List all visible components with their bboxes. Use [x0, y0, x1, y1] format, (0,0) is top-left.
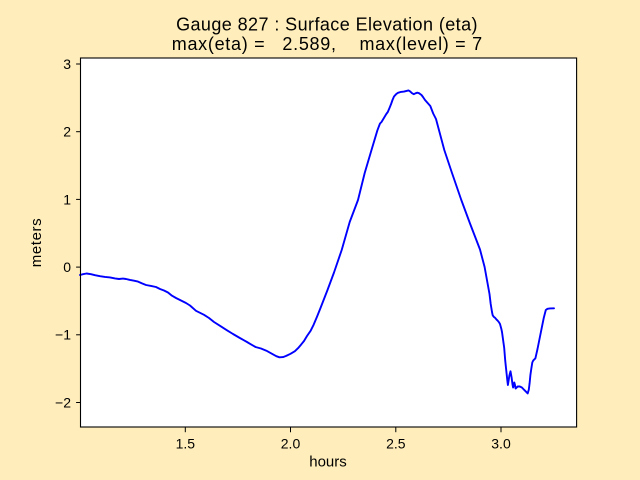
svg-text:1.5: 1.5 — [176, 436, 196, 452]
svg-text:1: 1 — [63, 191, 71, 207]
svg-text:2.5: 2.5 — [386, 436, 406, 452]
svg-text:−2: −2 — [55, 394, 71, 410]
svg-text:hours: hours — [309, 454, 347, 471]
svg-text:max(eta) = 2.589, max(lev: max(eta) = 2.589, max(level) = 7 — [172, 34, 483, 54]
svg-text:0: 0 — [63, 259, 71, 275]
svg-text:Gauge 827 : Surface Elevation: Gauge 827 : Surface Elevation (eta) — [176, 15, 478, 35]
svg-text:3.0: 3.0 — [491, 436, 511, 452]
svg-text:2.0: 2.0 — [281, 436, 301, 452]
svg-text:3: 3 — [63, 56, 71, 72]
svg-text:meters: meters — [28, 218, 45, 267]
svg-text:2: 2 — [63, 124, 71, 140]
svg-text:−1: −1 — [55, 327, 71, 343]
